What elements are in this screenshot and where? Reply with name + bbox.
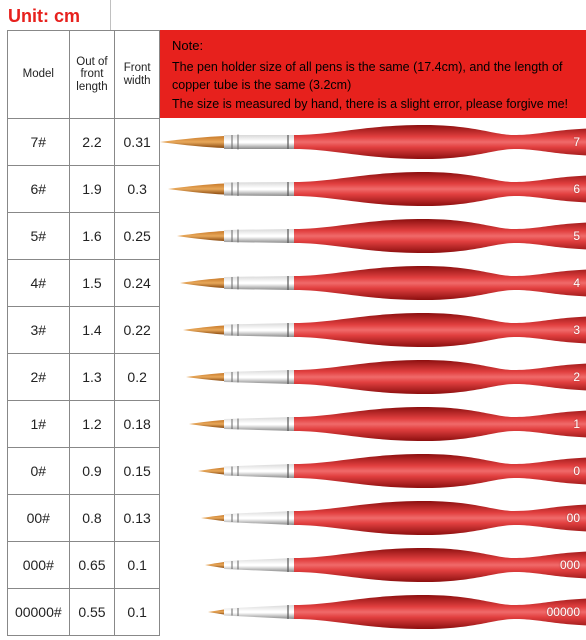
brush-icon <box>208 593 586 631</box>
cell-model: 0# <box>8 448 70 494</box>
brush-icon <box>168 170 586 208</box>
table-row: 7#2.20.31 <box>8 119 160 166</box>
cell-front: 0.1 <box>115 542 160 588</box>
cell-out: 1.4 <box>70 307 116 353</box>
cell-front: 0.2 <box>115 354 160 400</box>
unit-label: Unit: cm <box>8 6 80 27</box>
brush-row: 00 <box>160 494 586 541</box>
cell-front: 0.1 <box>115 589 160 635</box>
brush-icon <box>201 499 586 537</box>
brush-handle-label: 2 <box>573 370 580 384</box>
cell-model: 4# <box>8 260 70 306</box>
cell-model: 000# <box>8 542 70 588</box>
cell-front: 0.3 <box>115 166 160 212</box>
brush-handle-label: 00 <box>567 511 580 525</box>
header-model: Model <box>8 31 70 118</box>
table-row: 6#1.90.3 <box>8 166 160 213</box>
note-box: Note: The pen holder size of all pens is… <box>160 30 586 118</box>
brush-handle-label: 6 <box>573 182 580 196</box>
cell-model: 00000# <box>8 589 70 635</box>
table-row: 1#1.20.18 <box>8 401 160 448</box>
brush-icon <box>180 264 586 302</box>
cell-front: 0.18 <box>115 401 160 447</box>
cell-model: 1# <box>8 401 70 447</box>
brush-handle-label: 5 <box>573 229 580 243</box>
table-row: 2#1.30.2 <box>8 354 160 401</box>
cell-out: 0.65 <box>70 542 116 588</box>
brush-handle-label: 7 <box>573 135 580 149</box>
cell-out: 0.55 <box>70 589 116 635</box>
brush-row: 4 <box>160 259 586 306</box>
note-line-1: The pen holder size of all pens is the s… <box>172 58 574 96</box>
note-line-2: The size is measured by hand, there is a… <box>172 95 574 114</box>
cell-out: 1.3 <box>70 354 116 400</box>
brush-handle-label: 3 <box>573 323 580 337</box>
cell-front: 0.22 <box>115 307 160 353</box>
brush-icon <box>183 311 586 349</box>
cell-out: 1.2 <box>70 401 116 447</box>
cell-model: 5# <box>8 213 70 259</box>
brush-icon <box>177 217 586 255</box>
brush-row: 0 <box>160 447 586 494</box>
brushes-area: 7 6 <box>160 118 586 640</box>
table-row: 00#0.80.13 <box>8 495 160 542</box>
cell-model: 7# <box>8 119 70 165</box>
cell-front: 0.13 <box>115 495 160 541</box>
brush-row: 7 <box>160 118 586 165</box>
top-divider <box>110 0 111 30</box>
brush-icon <box>160 123 586 161</box>
size-table: Model Out of front length Front width 7#… <box>7 30 160 636</box>
cell-front: 0.31 <box>115 119 160 165</box>
header-out: Out of front length <box>70 31 116 118</box>
cell-out: 1.5 <box>70 260 116 306</box>
brush-row: 2 <box>160 353 586 400</box>
cell-out: 1.9 <box>70 166 116 212</box>
brush-icon <box>189 405 586 443</box>
cell-out: 1.6 <box>70 213 116 259</box>
cell-front: 0.25 <box>115 213 160 259</box>
table-row: 0#0.90.15 <box>8 448 160 495</box>
brush-row: 00000 <box>160 588 586 635</box>
table-body: 7#2.20.316#1.90.35#1.60.254#1.50.243#1.4… <box>8 119 160 636</box>
unit-prefix: Unit: <box>8 6 54 26</box>
cell-out: 2.2 <box>70 119 116 165</box>
brush-icon <box>186 358 586 396</box>
brush-icon <box>198 452 586 490</box>
brush-row: 1 <box>160 400 586 447</box>
cell-front: 0.24 <box>115 260 160 306</box>
cell-model: 3# <box>8 307 70 353</box>
cell-model: 2# <box>8 354 70 400</box>
table-row: 5#1.60.25 <box>8 213 160 260</box>
cell-model: 00# <box>8 495 70 541</box>
brush-row: 5 <box>160 212 586 259</box>
brush-row: 6 <box>160 165 586 212</box>
brush-row: 000 <box>160 541 586 588</box>
header-front: Front width <box>115 31 160 118</box>
table-row: 3#1.40.22 <box>8 307 160 354</box>
table-row: 000#0.650.1 <box>8 542 160 589</box>
cell-out: 0.8 <box>70 495 116 541</box>
brush-handle-label: 4 <box>573 276 580 290</box>
brush-handle-label: 0 <box>573 464 580 478</box>
brush-icon <box>205 546 586 584</box>
table-header-row: Model Out of front length Front width <box>8 31 160 119</box>
unit-value: cm <box>54 6 80 26</box>
note-title: Note: <box>172 36 574 56</box>
cell-out: 0.9 <box>70 448 116 494</box>
cell-front: 0.15 <box>115 448 160 494</box>
brush-row: 3 <box>160 306 586 353</box>
cell-model: 6# <box>8 166 70 212</box>
brush-handle-label: 00000 <box>547 605 580 619</box>
brush-handle-label: 000 <box>560 558 580 572</box>
table-row: 00000#0.550.1 <box>8 589 160 636</box>
brush-handle-label: 1 <box>573 417 580 431</box>
table-row: 4#1.50.24 <box>8 260 160 307</box>
